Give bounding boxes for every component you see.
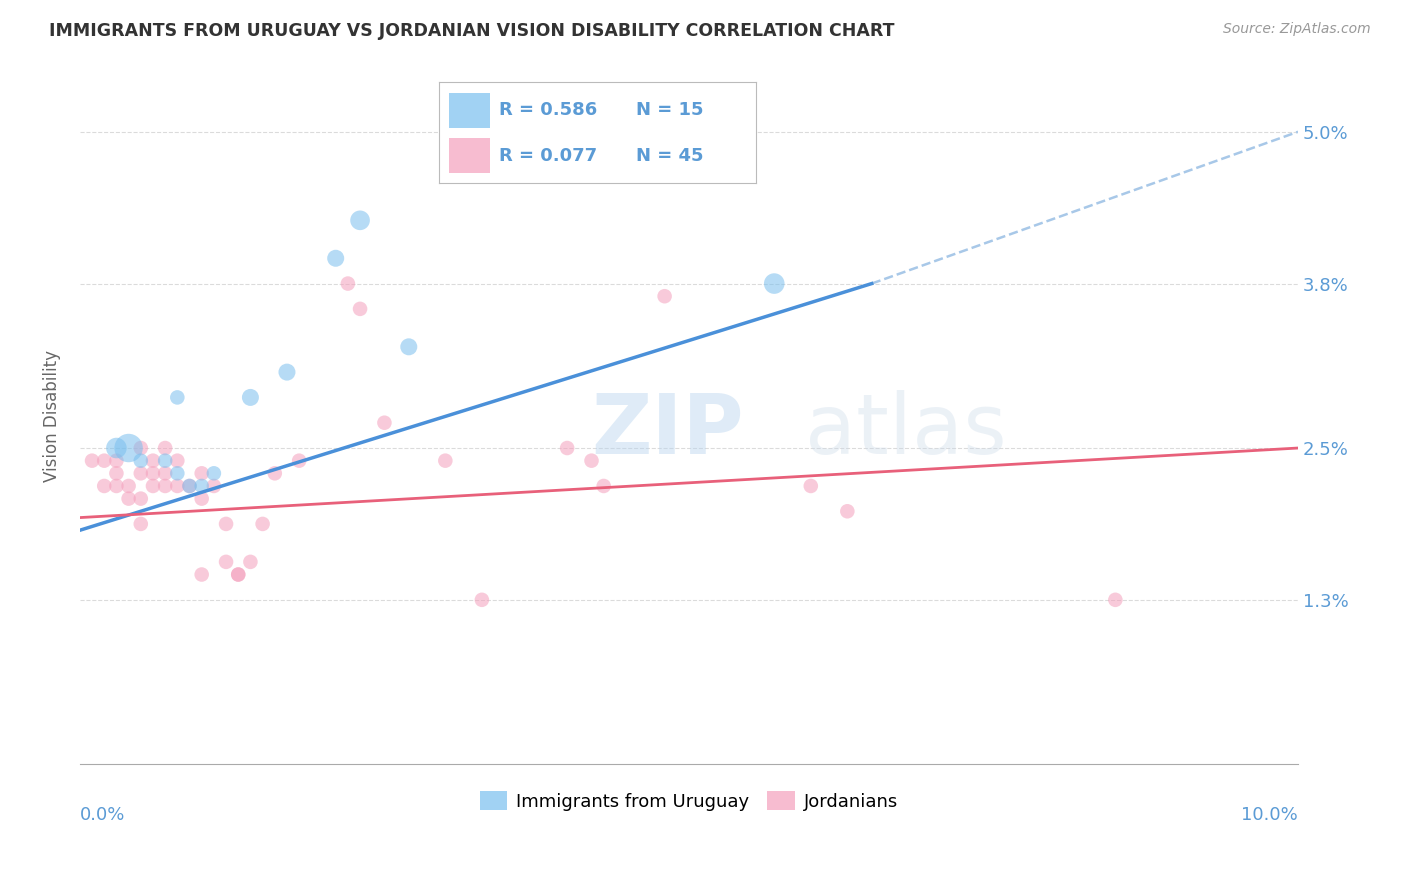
Point bbox=[93, 479, 115, 493]
Text: 0.0%: 0.0% bbox=[80, 806, 125, 824]
Point bbox=[215, 516, 238, 531]
Point bbox=[142, 479, 165, 493]
Point bbox=[471, 592, 494, 607]
Point bbox=[105, 441, 128, 455]
Point bbox=[800, 479, 823, 493]
Point bbox=[190, 467, 212, 481]
Point bbox=[239, 391, 262, 405]
Point bbox=[117, 441, 139, 455]
Point bbox=[592, 479, 614, 493]
Point bbox=[105, 467, 128, 481]
Point bbox=[373, 416, 395, 430]
Point bbox=[93, 453, 115, 467]
Point bbox=[129, 453, 152, 467]
Legend: Immigrants from Uruguay, Jordanians: Immigrants from Uruguay, Jordanians bbox=[472, 784, 905, 818]
Point bbox=[837, 504, 859, 518]
Point bbox=[226, 567, 249, 582]
Point bbox=[80, 453, 103, 467]
Point bbox=[129, 491, 152, 506]
Point bbox=[166, 479, 188, 493]
Point bbox=[142, 467, 165, 481]
Point bbox=[179, 479, 201, 493]
Text: atlas: atlas bbox=[804, 390, 1007, 471]
Text: IMMIGRANTS FROM URUGUAY VS JORDANIAN VISION DISABILITY CORRELATION CHART: IMMIGRANTS FROM URUGUAY VS JORDANIAN VIS… bbox=[49, 22, 894, 40]
Point bbox=[555, 441, 578, 455]
Point bbox=[288, 453, 311, 467]
Point bbox=[166, 467, 188, 481]
Point bbox=[581, 453, 603, 467]
Point bbox=[349, 301, 371, 316]
Point bbox=[349, 213, 371, 227]
Point bbox=[654, 289, 676, 303]
Text: ZIP: ZIP bbox=[592, 390, 744, 471]
Point bbox=[105, 479, 128, 493]
Point bbox=[129, 516, 152, 531]
Point bbox=[153, 441, 176, 455]
Point bbox=[434, 453, 457, 467]
Point bbox=[276, 365, 298, 379]
Point bbox=[190, 491, 212, 506]
Point bbox=[166, 391, 188, 405]
Text: 10.0%: 10.0% bbox=[1241, 806, 1298, 824]
Point bbox=[263, 467, 285, 481]
Point bbox=[190, 479, 212, 493]
Point bbox=[190, 567, 212, 582]
Point bbox=[763, 277, 786, 291]
Point bbox=[252, 516, 274, 531]
Point bbox=[1104, 592, 1126, 607]
Point bbox=[117, 491, 139, 506]
Point bbox=[153, 479, 176, 493]
Point bbox=[239, 555, 262, 569]
Point bbox=[105, 453, 128, 467]
Point bbox=[215, 555, 238, 569]
Point bbox=[202, 479, 225, 493]
Point bbox=[129, 467, 152, 481]
Point bbox=[398, 340, 420, 354]
Point bbox=[117, 479, 139, 493]
Point bbox=[153, 453, 176, 467]
Point bbox=[129, 441, 152, 455]
Point bbox=[179, 479, 201, 493]
Point bbox=[153, 467, 176, 481]
Text: Source: ZipAtlas.com: Source: ZipAtlas.com bbox=[1223, 22, 1371, 37]
Point bbox=[202, 467, 225, 481]
Y-axis label: Vision Disability: Vision Disability bbox=[44, 351, 60, 483]
Point bbox=[226, 567, 249, 582]
Point bbox=[325, 252, 347, 266]
Point bbox=[166, 453, 188, 467]
Point bbox=[336, 277, 359, 291]
Point bbox=[142, 453, 165, 467]
